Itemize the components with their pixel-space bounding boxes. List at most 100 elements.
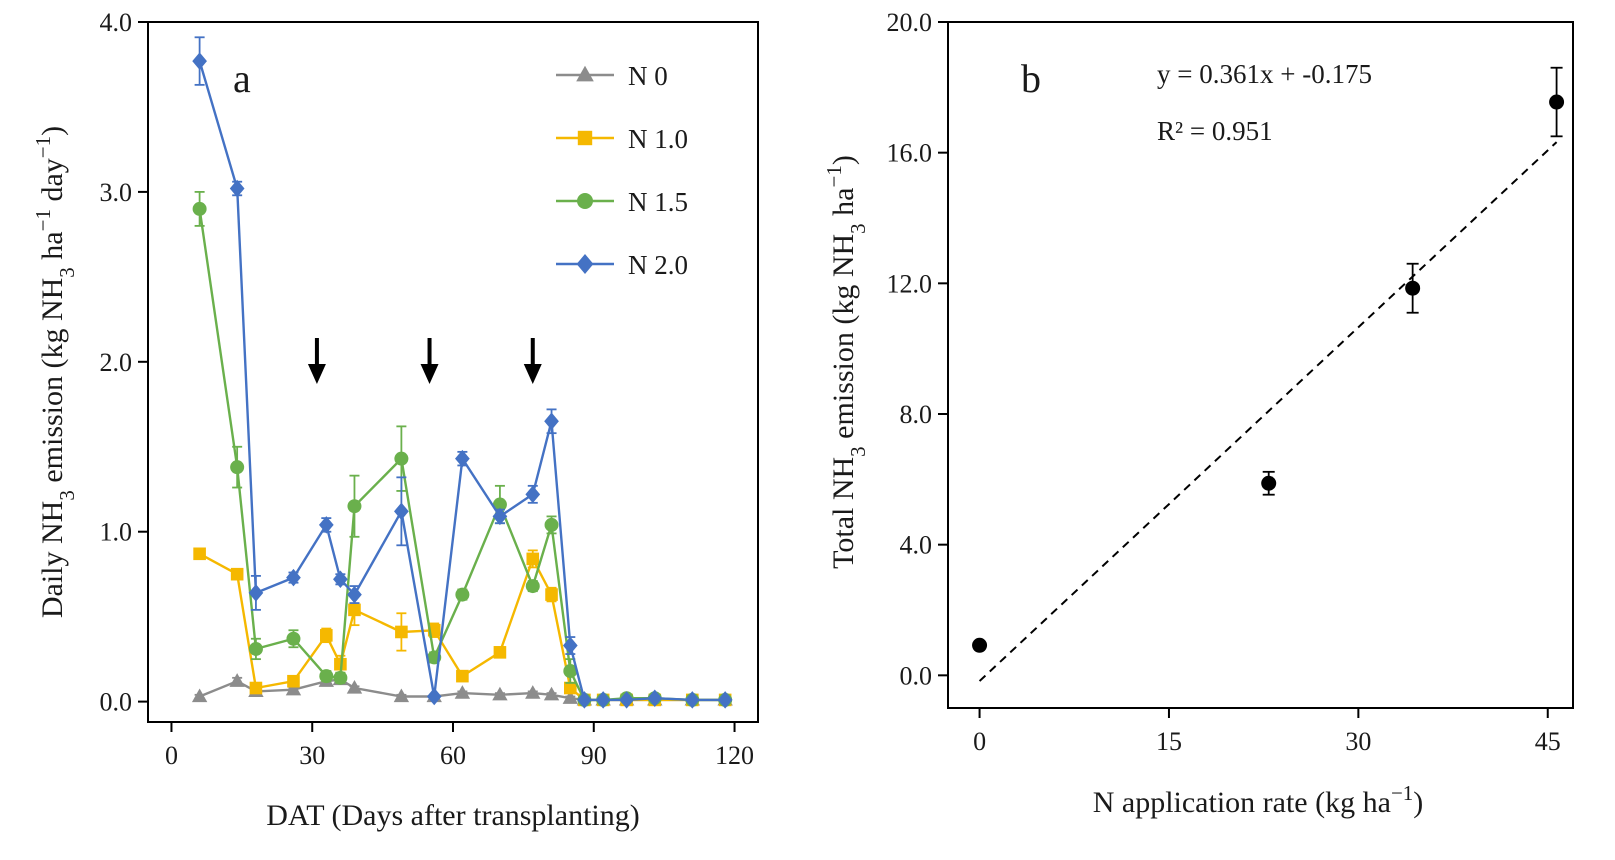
data-point: [492, 507, 508, 526]
data-point: [562, 690, 579, 704]
data-point: [333, 670, 348, 685]
data-point: [230, 567, 244, 581]
data-point: [193, 547, 206, 561]
data-point-group: [1549, 66, 1565, 138]
data-point: [525, 685, 541, 699]
y-tick-label: 12.0: [887, 269, 933, 298]
panel-b-points: [972, 66, 1565, 653]
data-point: [333, 570, 348, 589]
data-point: [319, 669, 334, 684]
x-tick-label: 60: [440, 741, 466, 770]
arrow-down-icon: [420, 338, 439, 384]
legend-label: N 2.0: [628, 250, 688, 280]
regression-equation: y = 0.361x + -0.175: [1157, 59, 1372, 89]
data-point: [230, 460, 245, 475]
x-tick-label: 90: [581, 741, 607, 770]
data-point-group: [972, 637, 988, 653]
data-point-group: [1261, 470, 1277, 496]
data-point: [456, 669, 469, 683]
data-point: [454, 685, 471, 699]
data-point: [717, 691, 733, 709]
panel-b-letter: b: [1021, 56, 1041, 101]
data-point: [394, 502, 409, 521]
data-point: [544, 517, 559, 532]
y-tick-label: 0.0: [100, 688, 133, 717]
data-point: [287, 674, 300, 688]
data-point: [577, 691, 592, 709]
data-point: [318, 516, 334, 534]
x-tick-label: 0: [165, 741, 178, 770]
y-tick-label: 16.0: [887, 139, 933, 168]
legend-marker: [576, 254, 594, 274]
panel-b-ticks: [938, 21, 1549, 718]
panel-a-x-axis-title: DAT (Days after transplanting): [266, 799, 640, 832]
panel-b: 0.0 4.0 8.0 12.0 16.0 20.0 0 15 30 45 b y = 0.36…: [822, 8, 1574, 819]
data-point: [562, 636, 578, 655]
legend-label: N 0: [628, 61, 668, 91]
legend-marker: [576, 65, 594, 82]
data-point: [395, 625, 408, 639]
series-n-1-0: [193, 547, 732, 707]
data-point: [684, 691, 700, 709]
x-tick-label: 45: [1535, 727, 1561, 756]
x-tick-label: 30: [1345, 727, 1371, 756]
data-point: [545, 588, 558, 601]
data-point: [543, 686, 560, 701]
data-point: [426, 687, 442, 706]
series-n-2-0: [192, 36, 733, 709]
panel-b-y-axis-title: Total NH3 emission (kg NH3 ha−1): [822, 155, 870, 569]
data-point: [455, 587, 470, 602]
data-point: [493, 646, 507, 659]
x-tick-label: 30: [299, 741, 325, 770]
arrow-down-icon: [523, 338, 542, 384]
y-tick-label: 1.0: [100, 518, 133, 547]
data-point: [229, 179, 245, 198]
legend-marker: [577, 130, 593, 146]
panel-b-fit-line: [978, 141, 1558, 682]
y-tick-label: 4.0: [900, 531, 933, 560]
data-point: [595, 691, 611, 709]
data-point-group: [1405, 262, 1421, 314]
data-point: [1261, 475, 1277, 491]
data-point: [191, 688, 208, 703]
data-point: [525, 485, 541, 504]
series-line: [198, 60, 726, 702]
data-point: [192, 52, 207, 70]
data-point: [564, 681, 577, 695]
data-point: [394, 451, 409, 466]
arrow-down-icon: [307, 338, 326, 384]
r-squared-label: R² = 0.951: [1157, 116, 1273, 146]
regression-line: [978, 141, 1558, 682]
data-point: [229, 673, 245, 687]
data-point: [525, 579, 540, 594]
data-point: [455, 449, 470, 468]
y-tick-label: 4.0: [100, 8, 133, 37]
y-tick-label: 2.0: [100, 348, 133, 377]
y-tick-label: 20.0: [887, 8, 933, 37]
data-point: [286, 568, 301, 587]
data-point: [192, 201, 207, 216]
data-point: [647, 689, 663, 707]
data-point: [346, 679, 363, 694]
panel-a: 0.0 1.0 2.0 3.0 4.0 0 30 60 90 120 a N 0 N 1.0 N 1…: [31, 8, 759, 832]
x-tick-label: 15: [1156, 727, 1182, 756]
data-point: [563, 664, 578, 679]
legend-entry: N 2.0: [556, 250, 688, 280]
x-tick-label: 0: [973, 727, 986, 756]
legend-label: N 1.5: [628, 187, 688, 217]
panel-a-legend: N 0 N 1.0 N 1.5 N 2.0: [556, 61, 688, 280]
panel-a-fertilization-arrows: [307, 338, 542, 384]
panel-b-frame: [947, 21, 1574, 709]
y-tick-label: 8.0: [900, 400, 933, 429]
panel-a-letter: a: [233, 56, 251, 101]
data-point: [526, 552, 540, 566]
data-point: [285, 681, 302, 696]
legend-entry: N 0: [556, 61, 668, 91]
data-point: [492, 497, 507, 512]
panel-b-x-axis-title: N application rate (kg ha−1): [1093, 781, 1424, 819]
legend-marker: [577, 193, 593, 209]
data-point: [393, 688, 410, 703]
data-point: [1405, 280, 1421, 296]
data-point: [619, 691, 634, 709]
